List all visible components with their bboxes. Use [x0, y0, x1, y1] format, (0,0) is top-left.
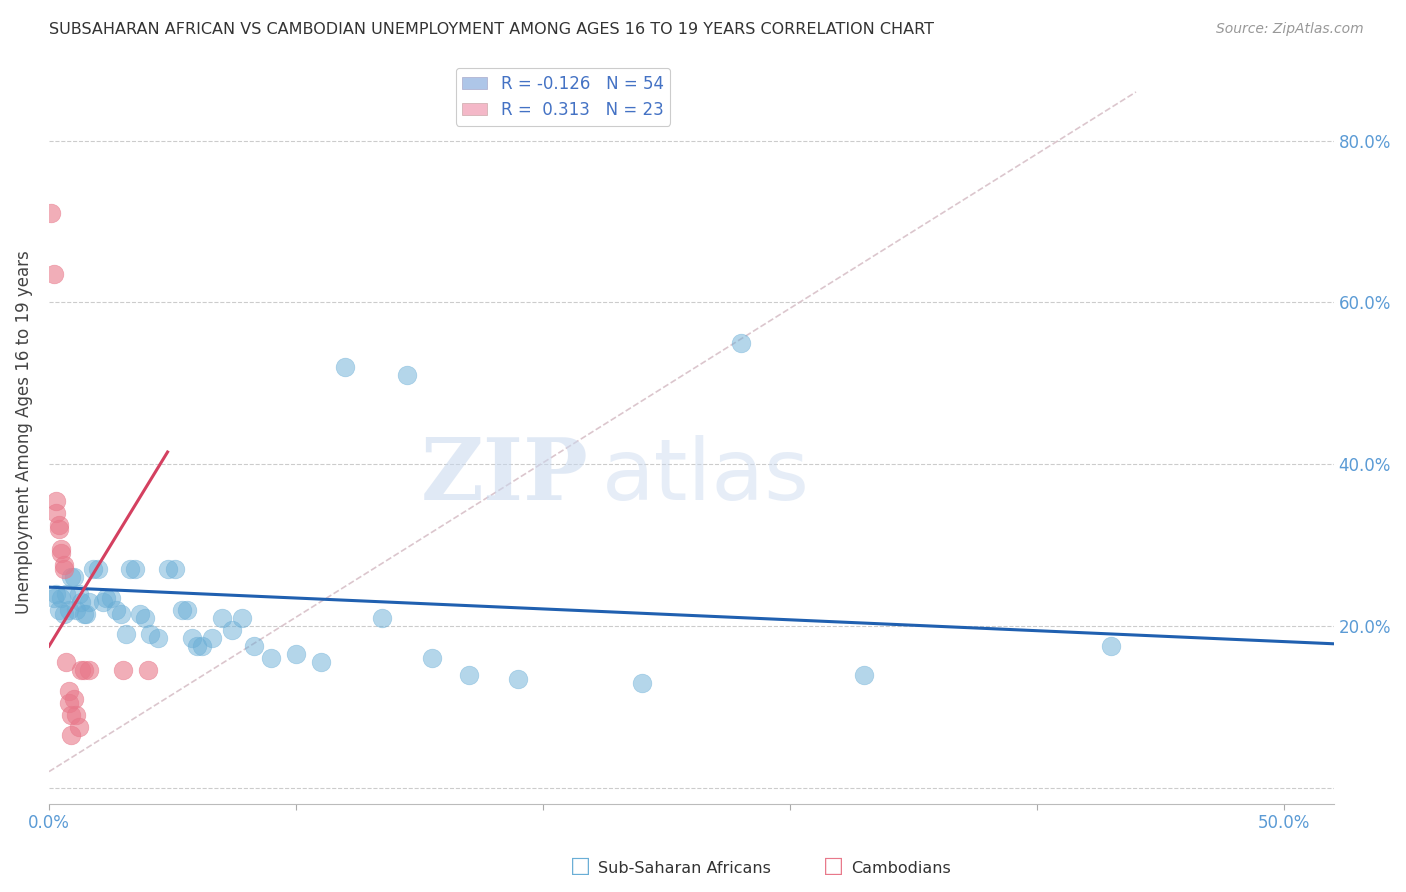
Text: atlas: atlas — [602, 435, 810, 518]
Point — [52, 562, 75, 576]
Point — [82, 562, 104, 576]
Point — [55, 656, 77, 670]
Point — [58, 603, 80, 617]
Point — [42, 267, 65, 281]
Point — [72, 664, 94, 678]
Point — [201, 631, 224, 645]
Point — [211, 611, 233, 625]
Text: □: □ — [569, 856, 591, 876]
Point — [110, 607, 132, 621]
Point — [60, 570, 83, 584]
Y-axis label: Unemployment Among Ages 16 to 19 years: Unemployment Among Ages 16 to 19 years — [15, 250, 32, 614]
Point — [65, 603, 87, 617]
Point — [67, 720, 90, 734]
Point — [309, 656, 332, 670]
Point — [508, 672, 530, 686]
Point — [458, 667, 481, 681]
Point — [191, 639, 214, 653]
Point — [371, 611, 394, 625]
Point — [146, 631, 169, 645]
Point — [186, 639, 208, 653]
Point — [221, 623, 243, 637]
Point — [87, 562, 110, 576]
Text: SUBSAHARAN AFRICAN VS CAMBODIAN UNEMPLOYMENT AMONG AGES 16 TO 19 YEARS CORRELATI: SUBSAHARAN AFRICAN VS CAMBODIAN UNEMPLOY… — [49, 22, 934, 37]
Point — [52, 558, 75, 573]
Point — [58, 683, 80, 698]
Point — [77, 595, 100, 609]
Point — [120, 562, 142, 576]
Point — [70, 664, 93, 678]
Point — [51, 591, 73, 605]
Point — [730, 335, 752, 350]
Point — [67, 586, 90, 600]
Point — [260, 651, 283, 665]
Point — [72, 607, 94, 621]
Point — [48, 603, 70, 617]
Point — [62, 570, 84, 584]
Point — [156, 562, 179, 576]
Point — [58, 696, 80, 710]
Point — [41, 206, 63, 220]
Point — [172, 603, 194, 617]
Point — [55, 586, 77, 600]
Point — [335, 360, 357, 375]
Point — [52, 607, 75, 621]
Point — [70, 595, 93, 609]
Text: Source: ZipAtlas.com: Source: ZipAtlas.com — [1216, 22, 1364, 37]
Point — [65, 708, 87, 723]
Text: □: □ — [823, 856, 844, 876]
Point — [134, 611, 156, 625]
Point — [42, 591, 65, 605]
Point — [124, 562, 146, 576]
Point — [100, 591, 122, 605]
Legend: R = -0.126   N = 54, R =  0.313   N = 23: R = -0.126 N = 54, R = 0.313 N = 23 — [456, 68, 671, 126]
Point — [420, 651, 443, 665]
Point — [62, 691, 84, 706]
Point — [48, 517, 70, 532]
Point — [1099, 639, 1122, 653]
Point — [60, 708, 83, 723]
Point — [243, 639, 266, 653]
Point — [51, 546, 73, 560]
Point — [77, 664, 100, 678]
Point — [45, 493, 67, 508]
Point — [94, 591, 117, 605]
Point — [51, 542, 73, 557]
Point — [129, 607, 152, 621]
Point — [231, 611, 253, 625]
Point — [75, 607, 97, 621]
Text: Sub-Saharan Africans: Sub-Saharan Africans — [598, 861, 770, 876]
Point — [139, 627, 162, 641]
Point — [853, 667, 876, 681]
Point — [181, 631, 204, 645]
Point — [45, 506, 67, 520]
Point — [176, 603, 198, 617]
Point — [396, 368, 419, 383]
Point — [104, 603, 127, 617]
Point — [285, 648, 308, 662]
Point — [48, 522, 70, 536]
Point — [45, 586, 67, 600]
Point — [136, 664, 159, 678]
Point — [631, 675, 654, 690]
Point — [91, 595, 114, 609]
Text: ZIP: ZIP — [420, 434, 589, 518]
Point — [112, 664, 135, 678]
Text: Cambodians: Cambodians — [851, 861, 950, 876]
Point — [163, 562, 186, 576]
Point — [60, 728, 83, 742]
Point — [114, 627, 136, 641]
